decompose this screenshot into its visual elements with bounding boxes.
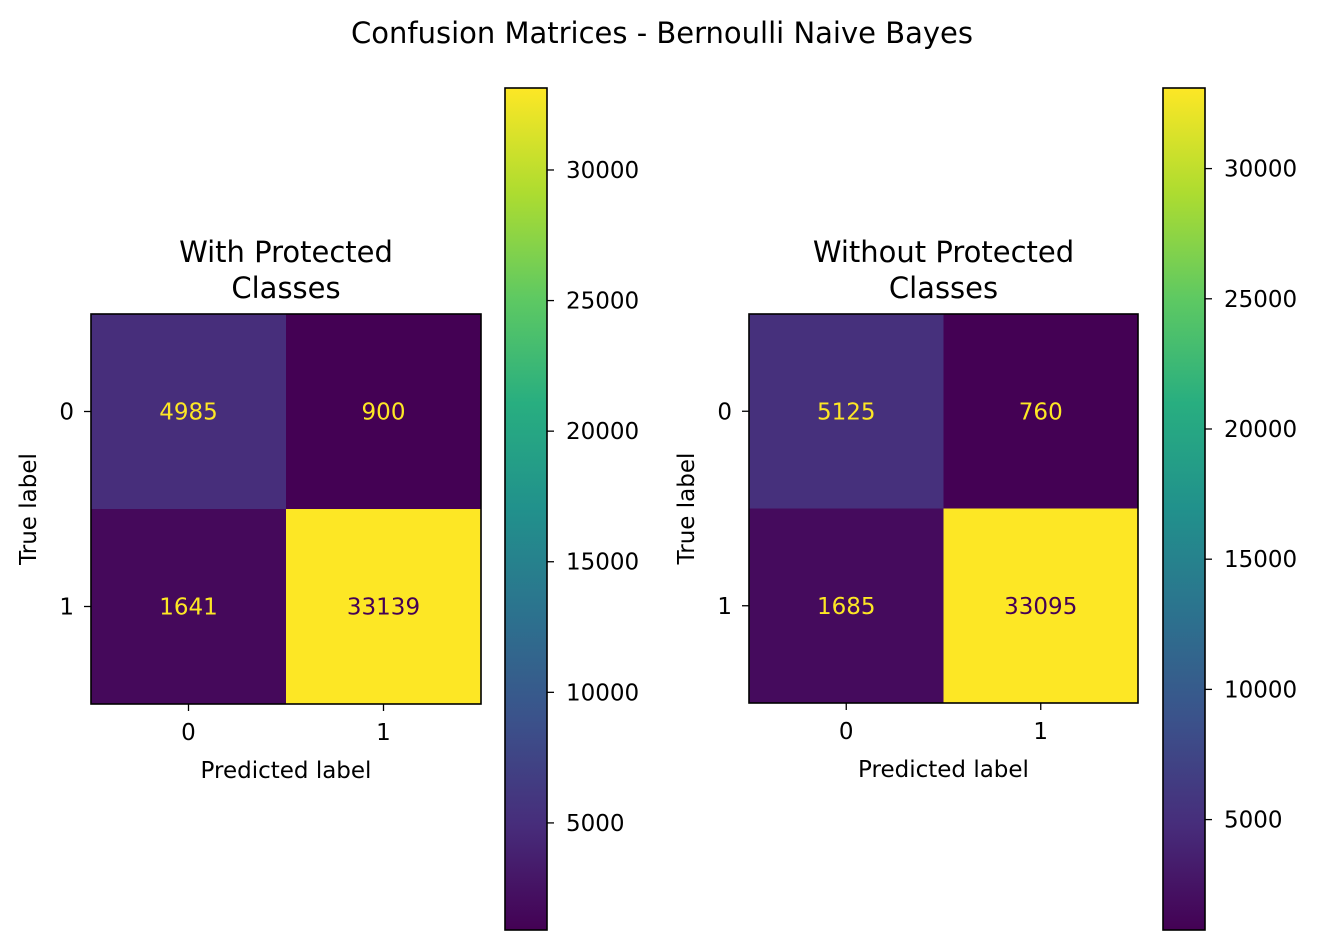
- colorbar-tick-label: 15000: [566, 550, 639, 576]
- cell-value-label: 33095: [1004, 594, 1077, 620]
- panel-2-title-line: Without Protected: [813, 235, 1074, 269]
- colorbar-tick-label: 20000: [566, 419, 639, 445]
- panel-1-title-line: Classes: [231, 271, 340, 305]
- matrix-frame: [90, 313, 482, 705]
- cell-value-label: 760: [1019, 399, 1063, 425]
- matrix-cell: [91, 509, 286, 704]
- x-tick-label: 1: [376, 720, 391, 746]
- panel-1-title: With Protected Classes: [179, 235, 393, 305]
- colorbar-tick-label: 25000: [1224, 287, 1297, 313]
- panel-2-title-line: Classes: [889, 271, 998, 305]
- colorbar-tick-label: 5000: [1224, 808, 1283, 834]
- x-tick-label: 0: [839, 719, 854, 745]
- matrix-cell: [749, 508, 944, 703]
- y-tick-label: 0: [717, 399, 732, 425]
- cell-value-label: 5125: [817, 399, 876, 425]
- colorbar: [1162, 87, 1206, 931]
- y-axis-label: True label: [674, 453, 700, 566]
- y-tick-label: 0: [59, 400, 74, 426]
- colorbar-tick-label: 5000: [566, 811, 625, 837]
- confusion-matrix-panel-2: Without Protected Classes 5125 760 1685 33095…: [674, 87, 1297, 931]
- y-tick-label: 1: [717, 594, 732, 620]
- x-axis-label: Predicted label: [858, 757, 1029, 783]
- x-tick-label: 0: [181, 720, 196, 746]
- colorbar-tick-label: 30000: [566, 158, 639, 184]
- colorbar-tick-label: 10000: [1224, 677, 1297, 703]
- colorbar-tick-label: 20000: [1224, 417, 1297, 443]
- cell-value-label: 1685: [817, 594, 876, 620]
- matrix-cell: [91, 314, 286, 509]
- matrix-cell: [943, 508, 1138, 703]
- colorbar-tick-label: 15000: [1224, 547, 1297, 573]
- y-axis-label: True label: [16, 453, 42, 566]
- colorbar-tick-label: 10000: [566, 680, 639, 706]
- colorbar-tick-label: 30000: [1224, 157, 1297, 183]
- figure-suptitle: Confusion Matrices - Bernoulli Naive Bay…: [351, 16, 973, 50]
- matrix-cell: [749, 314, 944, 509]
- colorbar: [504, 87, 548, 931]
- cell-value-label: 4985: [159, 400, 218, 426]
- panel-2-title: Without Protected Classes: [813, 235, 1074, 305]
- cell-value-label: 900: [362, 400, 406, 426]
- colorbar-tick-label: 25000: [566, 289, 639, 315]
- matrix-cell: [943, 314, 1138, 509]
- matrix-cell: [286, 314, 481, 509]
- x-tick-label: 1: [1033, 719, 1048, 745]
- matrix-frame: [748, 313, 1139, 704]
- x-axis-label: Predicted label: [201, 758, 372, 784]
- cell-value-label: 1641: [159, 595, 218, 621]
- panel-1-title-line: With Protected: [179, 235, 393, 269]
- matrix-cell: [286, 509, 481, 704]
- cell-value-label: 33139: [347, 595, 420, 621]
- y-tick-label: 1: [59, 595, 74, 621]
